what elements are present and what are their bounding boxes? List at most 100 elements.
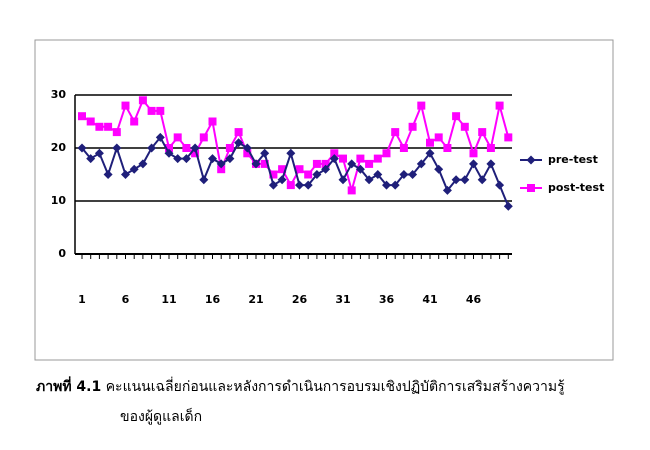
point	[399, 170, 409, 179]
point	[182, 144, 191, 152]
x-tick-label: 31	[335, 293, 350, 306]
point	[268, 180, 278, 190]
point	[260, 159, 269, 168]
point	[527, 184, 535, 192]
point	[234, 138, 244, 148]
point	[130, 117, 139, 126]
point	[164, 148, 174, 158]
point	[286, 181, 295, 190]
point	[147, 143, 157, 153]
point	[495, 101, 504, 110]
x-tick-label: 1	[78, 293, 86, 306]
point	[269, 170, 278, 179]
chart-frame	[34, 39, 614, 361]
point	[321, 164, 331, 174]
x-tick-label: 26	[292, 293, 308, 306]
point	[121, 170, 130, 179]
point	[277, 175, 287, 185]
y-tick-label: 0	[58, 247, 66, 260]
x-tick-label: 21	[248, 293, 263, 306]
caption-text: ของผู้ดูแลเด็ก	[120, 409, 203, 425]
point	[434, 133, 443, 142]
point	[103, 170, 113, 179]
legend-label: post-test	[548, 181, 604, 194]
point	[86, 117, 95, 126]
point	[434, 164, 444, 174]
point	[477, 175, 487, 185]
point	[181, 154, 191, 164]
point	[443, 144, 452, 152]
point	[469, 159, 478, 169]
point	[260, 148, 270, 158]
point	[312, 159, 321, 168]
point	[503, 201, 513, 211]
point	[199, 133, 208, 142]
point	[242, 143, 252, 153]
point	[504, 133, 513, 142]
point	[304, 170, 313, 179]
point	[286, 148, 296, 158]
point	[104, 122, 113, 131]
point	[426, 138, 434, 147]
point	[208, 117, 217, 126]
point	[390, 180, 400, 190]
point	[147, 106, 156, 115]
x-tick-label: 46	[466, 293, 482, 306]
point	[469, 149, 478, 158]
point	[382, 149, 391, 158]
point	[199, 175, 209, 185]
point	[364, 175, 374, 185]
point	[355, 164, 365, 174]
point	[243, 149, 252, 158]
x-tick-label: 6	[122, 293, 130, 306]
point	[138, 159, 148, 169]
point	[417, 101, 426, 110]
y-tick-label: 20	[51, 141, 67, 154]
point	[460, 122, 469, 131]
point	[452, 112, 461, 121]
point	[416, 159, 426, 169]
point	[112, 143, 122, 153]
point	[190, 143, 200, 153]
point	[442, 185, 452, 195]
point	[478, 128, 487, 137]
x-tick-label: 36	[379, 293, 395, 306]
point	[399, 144, 408, 152]
x-tick-label: 16	[205, 293, 221, 306]
point	[312, 170, 322, 179]
point	[129, 164, 139, 174]
point	[217, 165, 226, 174]
point	[382, 180, 391, 190]
point	[495, 180, 505, 190]
point	[95, 122, 104, 131]
point	[78, 112, 86, 121]
point	[173, 133, 182, 142]
point	[191, 149, 200, 158]
point	[365, 159, 374, 168]
point	[347, 159, 357, 169]
point	[216, 159, 226, 169]
point	[295, 180, 304, 190]
point	[330, 149, 339, 158]
point	[225, 154, 235, 164]
legend-label: pre-test	[548, 153, 598, 166]
point	[295, 165, 304, 174]
point	[86, 154, 96, 164]
point	[278, 165, 287, 174]
point	[373, 154, 382, 163]
point	[486, 159, 496, 169]
caption-text: คะแนนเฉลี่ยก่อนและหลังการดำเนินการอบรมเช…	[105, 379, 565, 395]
caption-line: ภาพที่ 4.1 คะแนนเฉลี่ยก่อนและหลังการดำเน…	[36, 372, 636, 402]
point	[156, 106, 165, 115]
x-tick-label: 41	[422, 293, 437, 306]
point	[460, 175, 470, 185]
point	[451, 175, 461, 185]
caption-label: ภาพที่ 4.1	[36, 379, 102, 395]
point	[112, 128, 121, 137]
point	[356, 154, 365, 163]
point	[321, 159, 330, 168]
point	[77, 143, 87, 153]
caption: ภาพที่ 4.1 คะแนนเฉลี่ยก่อนและหลังการดำเน…	[36, 372, 636, 432]
